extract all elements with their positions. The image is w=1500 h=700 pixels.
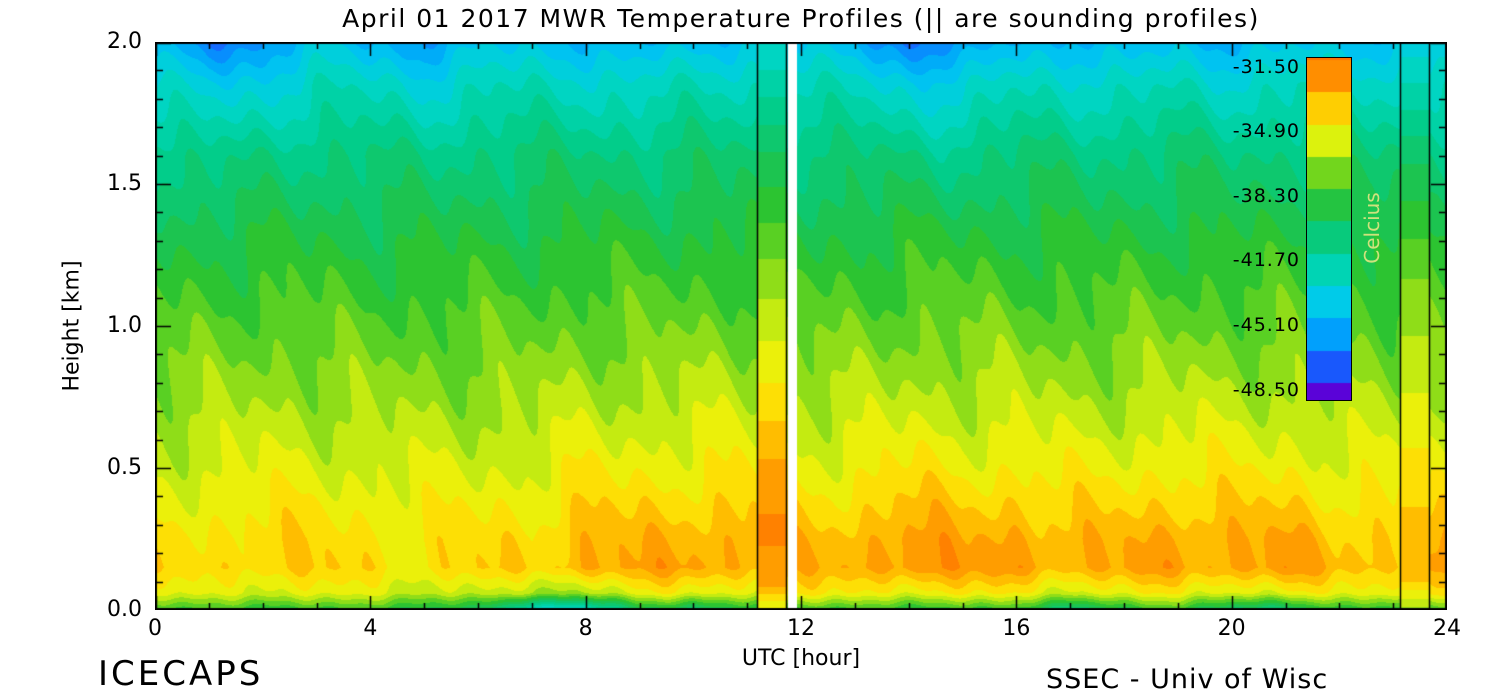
y-axis-tick-label: 2.0 bbox=[107, 29, 142, 54]
colorbar-tick-label: -31.50 bbox=[1232, 55, 1300, 78]
x-axis-tick-label: 16 bbox=[1002, 616, 1031, 641]
x-axis-tick-label: 4 bbox=[363, 616, 378, 641]
heatmap-plot-area bbox=[155, 42, 1447, 610]
colorbar bbox=[1306, 57, 1352, 401]
y-axis-tick-label: 0.0 bbox=[107, 597, 142, 622]
chart-title: April 01 2017 MWR Temperature Profiles (… bbox=[342, 4, 1260, 33]
institution-text: SSEC - Univ of Wisc bbox=[1046, 664, 1329, 695]
x-axis-tick-label: 12 bbox=[787, 616, 815, 641]
x-axis-tick-label: 20 bbox=[1217, 616, 1246, 641]
y-axis-tick-label: 0.5 bbox=[107, 455, 142, 480]
x-axis-tick-label: 8 bbox=[578, 616, 593, 641]
x-axis-label: UTC [hour] bbox=[741, 646, 861, 671]
heatmap-canvas bbox=[155, 42, 1447, 610]
project-name-text: ICECAPS bbox=[98, 654, 264, 694]
colorbar-tick-label: -38.30 bbox=[1232, 184, 1300, 207]
colorbar-canvas bbox=[1307, 58, 1351, 400]
y-axis-tick-label: 1.0 bbox=[107, 313, 142, 338]
colorbar-tick-label: -34.90 bbox=[1232, 120, 1300, 143]
colorbar-label: Celcius bbox=[1360, 192, 1384, 264]
x-axis-tick-label: 0 bbox=[148, 616, 162, 641]
y-axis-tick-label: 1.5 bbox=[107, 171, 142, 196]
colorbar-tick-label: -41.70 bbox=[1232, 249, 1300, 272]
colorbar-tick-label: -48.50 bbox=[1232, 378, 1300, 401]
x-axis-tick-label: 24 bbox=[1433, 616, 1461, 641]
colorbar-tick-label: -45.10 bbox=[1232, 313, 1300, 336]
